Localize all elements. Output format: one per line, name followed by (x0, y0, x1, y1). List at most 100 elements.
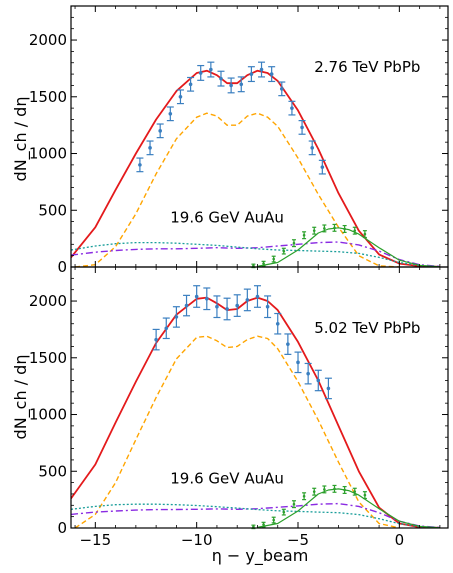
data-point (272, 257, 275, 261)
ticks: 0 500 1000 1500 2000 (29, 6, 448, 276)
series-green-solid (257, 227, 440, 267)
data-point (168, 112, 173, 116)
data-points-pbpb (136, 61, 326, 175)
data-point (312, 490, 316, 493)
data-point (148, 146, 152, 150)
series-purple-dashdot (71, 241, 440, 267)
series-orange-dashed (74, 335, 400, 528)
data-point (363, 232, 367, 236)
data-point (363, 493, 367, 497)
data-point (209, 67, 213, 72)
data-point (292, 502, 296, 506)
ytick-label: 1000 (29, 145, 67, 163)
data-point (235, 303, 240, 308)
data-point (282, 510, 286, 514)
data-point (302, 233, 306, 237)
data-point (154, 337, 158, 342)
ylabel-top: dN_ch / dη (11, 97, 31, 182)
data-point (333, 226, 336, 230)
data-point (198, 71, 203, 75)
data-point (229, 83, 233, 88)
series-green-solid (257, 488, 440, 528)
data-point (219, 76, 223, 81)
ytick-label: 0 (57, 258, 67, 276)
annotation-main: 5.02 TeV PbPb (314, 319, 420, 337)
data-point (306, 371, 310, 376)
data-point (343, 227, 346, 231)
xtick-label: −10 (181, 531, 213, 549)
data-point (286, 342, 290, 346)
data-point (138, 163, 142, 167)
data-point (262, 262, 265, 265)
data-point (323, 227, 326, 230)
series-teal-dotted (71, 241, 440, 267)
data-point (259, 67, 264, 72)
data-points-auau (251, 223, 367, 269)
ticks: 0 500 1000 1500 2000 −15 −10 −5 0 (29, 267, 448, 549)
data-points-auau (251, 484, 367, 530)
data-point (255, 294, 260, 299)
annotation-secondary: 19.6 GeV AuAu (170, 470, 284, 488)
data-point (239, 82, 244, 87)
data-point (164, 326, 169, 331)
data-point (188, 82, 193, 87)
ytick-label: 500 (38, 462, 67, 480)
data-point (302, 494, 306, 498)
panel-top: 0 500 1000 1500 2000 2.76 TeV PbPb 19.6 GeV Au… (29, 5, 449, 276)
plot-frame (70, 5, 449, 268)
data-point (249, 72, 254, 76)
data-point (275, 321, 280, 326)
data-point (158, 129, 162, 133)
data-point (215, 304, 219, 309)
ytick-label: 1500 (29, 349, 67, 367)
data-point (300, 125, 304, 130)
data-point (205, 296, 209, 301)
ytick-label: 1500 (29, 88, 67, 106)
data-point (353, 490, 357, 493)
data-point (290, 106, 294, 110)
panel-bottom: 0 500 1000 1500 2000 −15 −10 −5 0 5.02 TeV PbPb 19… (29, 266, 449, 549)
data-point (279, 87, 284, 91)
data-point (316, 378, 321, 383)
xtick-label: −5 (287, 531, 309, 549)
annotation-main: 2.76 TeV PbPb (314, 58, 420, 76)
plot-frame (70, 266, 449, 529)
data-point (269, 72, 274, 76)
data-point (326, 386, 331, 391)
data-point (296, 360, 300, 365)
series-teal-dotted (71, 503, 440, 528)
series-red-solid (71, 69, 440, 267)
ytick-label: 500 (38, 201, 67, 219)
xtick-label: −15 (79, 531, 111, 549)
ytick-label: 2000 (29, 292, 67, 310)
annotation-secondary: 19.6 GeV AuAu (170, 209, 284, 227)
data-point (292, 241, 296, 245)
data-point (323, 488, 326, 491)
data-point (262, 523, 265, 526)
data-point (333, 487, 336, 491)
data-point (353, 229, 357, 232)
ylabel-bottom: dN_ch / dη (11, 355, 31, 440)
ytick-label: 1000 (29, 406, 67, 424)
data-point (312, 229, 316, 232)
xlabel: η − y_beam (212, 546, 309, 566)
data-point (282, 249, 286, 253)
xtick-label: 0 (395, 531, 405, 549)
data-points-pbpb (152, 285, 332, 400)
data-point (245, 298, 250, 302)
data-point (343, 488, 346, 492)
data-point (320, 165, 325, 169)
data-point (184, 303, 189, 308)
data-point (174, 315, 179, 319)
data-point (265, 304, 270, 309)
series-purple-dashdot (71, 502, 440, 528)
data-point (310, 146, 314, 150)
data-point (225, 307, 229, 311)
data-point (178, 94, 183, 99)
data-point (272, 518, 275, 522)
data-point (194, 294, 199, 299)
ytick-label: 0 (57, 519, 67, 537)
model-curves (71, 69, 440, 267)
ytick-label: 2000 (29, 31, 67, 49)
